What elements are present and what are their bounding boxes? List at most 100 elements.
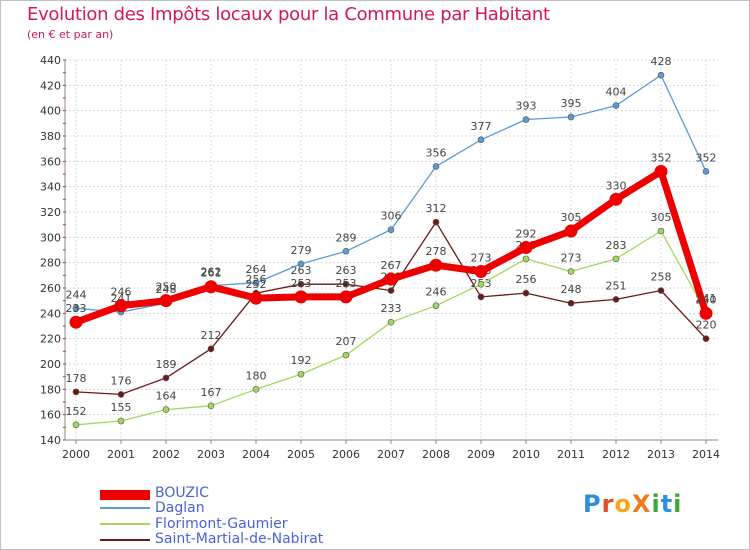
data-point-daglan (432, 163, 440, 170)
data-label-daglan: 306 (381, 210, 402, 223)
x-tick-label: 2002 (152, 448, 180, 461)
data-point-bouzic (429, 258, 443, 272)
data-point-florimont-gaumier (477, 280, 485, 288)
data-label-saint-martial-de-nabirat: 220 (696, 319, 717, 332)
data-point-florimont-gaumier (252, 386, 260, 393)
data-point-florimont-gaumier (387, 318, 395, 326)
data-point-bouzic (294, 290, 308, 304)
chart-title: Evolution des Impôts locaux pour la Comm… (27, 4, 550, 25)
data-label-bouzic: 250 (156, 281, 177, 294)
legend-swatch-saint-martial-de-nabirat (100, 539, 150, 541)
data-label-saint-martial-de-nabirat: 178 (66, 372, 87, 385)
data-point-daglan (387, 226, 395, 234)
data-label-saint-martial-de-nabirat: 248 (561, 283, 582, 296)
data-point-saint-martial-de-nabirat (387, 287, 395, 294)
data-point-bouzic (249, 291, 263, 305)
data-label-florimont-gaumier: 233 (381, 302, 402, 315)
data-label-daglan: 279 (291, 244, 312, 257)
logo-letter: t (660, 490, 674, 518)
data-point-florimont-gaumier (162, 406, 170, 413)
data-point-bouzic (384, 272, 398, 286)
data-label-florimont-gaumier: 155 (111, 401, 132, 414)
data-label-florimont-gaumier: 164 (156, 390, 177, 403)
data-point-saint-martial-de-nabirat (207, 345, 215, 353)
data-label-florimont-gaumier: 283 (606, 239, 627, 252)
data-point-saint-martial-de-nabirat (162, 374, 170, 382)
x-tick-label: 2003 (197, 448, 225, 461)
data-point-bouzic (474, 265, 488, 279)
data-point-florimont-gaumier (117, 417, 125, 425)
chart-subtitle: (en € et par an) (27, 28, 114, 41)
data-label-saint-martial-de-nabirat: 212 (201, 329, 222, 342)
legend-label-saint-martial-de-nabirat: Saint-Martial-de-Nabirat (155, 531, 324, 547)
legend-swatch-florimont-gaumier (100, 523, 150, 525)
x-tick-label: 2000 (62, 448, 90, 461)
data-point-daglan (342, 247, 350, 255)
data-label-daglan: 264 (246, 263, 267, 276)
data-point-florimont-gaumier (297, 370, 305, 378)
data-point-bouzic (159, 294, 173, 308)
data-label-saint-martial-de-nabirat: 189 (156, 358, 177, 371)
data-point-florimont-gaumier (522, 255, 530, 263)
data-label-florimont-gaumier: 180 (246, 369, 267, 382)
data-label-bouzic: 278 (426, 245, 447, 258)
data-label-bouzic: 233 (66, 302, 87, 315)
legend-label-bouzic: BOUZIC (155, 485, 209, 501)
legend-swatch-bouzic (100, 490, 150, 500)
data-label-daglan: 244 (66, 288, 87, 301)
legend-swatch-daglan (100, 507, 150, 509)
y-tick-label: 160 (40, 409, 61, 422)
data-label-bouzic: 352 (651, 151, 672, 164)
data-label-florimont-gaumier: 152 (66, 405, 87, 418)
y-tick-label: 340 (40, 181, 61, 194)
y-tick-label: 360 (40, 155, 61, 168)
y-tick-label: 200 (40, 358, 61, 371)
data-label-daglan: 428 (651, 55, 672, 68)
data-label-bouzic: 273 (471, 252, 492, 265)
data-point-saint-martial-de-nabirat (567, 299, 575, 307)
y-tick-label: 220 (40, 333, 61, 346)
data-point-florimont-gaumier (207, 402, 215, 410)
data-label-bouzic: 305 (561, 211, 582, 224)
x-tick-label: 2008 (422, 448, 450, 461)
data-label-daglan: 289 (336, 231, 357, 244)
data-point-daglan (252, 279, 260, 287)
logo-letter: o (614, 490, 632, 518)
data-point-daglan (657, 71, 665, 79)
data-point-florimont-gaumier (612, 255, 620, 263)
data-point-saint-martial-de-nabirat (342, 280, 350, 288)
logo-letter: i (673, 490, 683, 518)
data-label-saint-martial-de-nabirat: 263 (336, 264, 357, 277)
data-label-daglan: 248 (156, 283, 177, 296)
data-label-daglan: 404 (606, 86, 627, 99)
logo-letter: r (601, 490, 615, 518)
data-point-daglan (567, 113, 575, 121)
data-label-daglan: 377 (471, 120, 492, 133)
data-label-bouzic: 253 (336, 277, 357, 290)
data-point-florimont-gaumier (342, 351, 350, 359)
data-label-saint-martial-de-nabirat: 251 (606, 279, 627, 292)
data-label-saint-martial-de-nabirat: 176 (111, 374, 132, 387)
data-label-florimont-gaumier: 305 (651, 211, 672, 224)
data-point-bouzic (654, 164, 668, 178)
data-label-daglan: 395 (561, 97, 582, 110)
data-label-bouzic: 330 (606, 179, 627, 192)
logo-letter: P (583, 490, 602, 518)
data-point-bouzic (204, 280, 218, 294)
data-label-florimont-gaumier: 246 (426, 286, 447, 299)
x-tick-label: 2010 (512, 448, 540, 461)
data-point-saint-martial-de-nabirat (522, 289, 530, 297)
legend-label-florimont-gaumier: Florimont-Gaumier (155, 516, 288, 532)
logo-letter: X (631, 490, 652, 518)
data-point-saint-martial-de-nabirat (702, 335, 710, 342)
y-tick-label: 300 (40, 231, 61, 244)
data-point-saint-martial-de-nabirat (297, 280, 305, 288)
data-label-bouzic: 267 (381, 259, 402, 272)
legend-label-daglan: Daglan (155, 500, 205, 516)
data-point-florimont-gaumier (567, 268, 575, 275)
data-point-daglan (612, 102, 620, 109)
data-label-bouzic: 261 (201, 267, 222, 280)
y-tick-label: 280 (40, 257, 61, 270)
data-point-saint-martial-de-nabirat (612, 296, 620, 303)
